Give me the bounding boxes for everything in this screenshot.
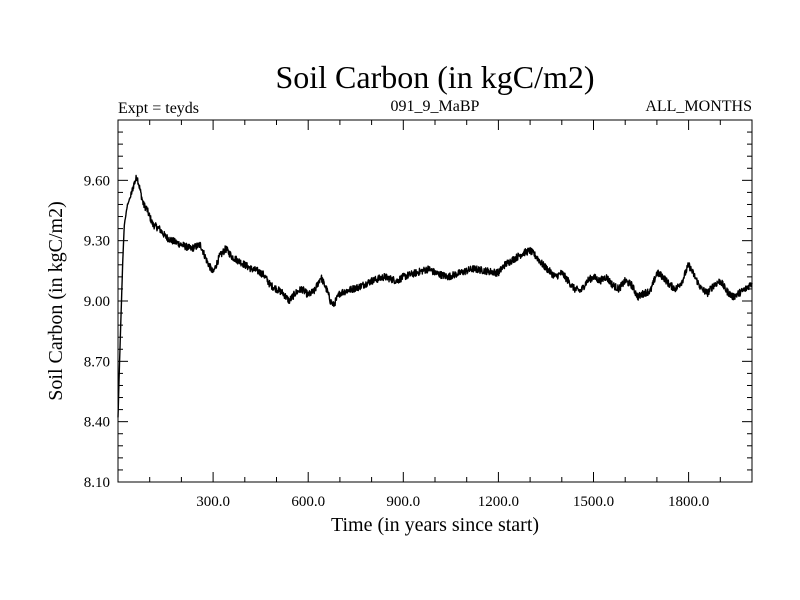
y-tick-label: 8.10 [84,475,110,491]
x-tick-label: 600.0 [291,494,325,510]
chart-title: Soil Carbon (in kgC/m2) [275,59,594,95]
y-tick-label: 9.00 [84,294,110,310]
series-layer [117,174,753,418]
experiment-label: Expt = teyds [118,100,199,117]
x-tick-label: 300.0 [196,494,230,510]
series-line-soil-carbon [117,174,753,418]
y-tick-label: 9.60 [84,173,110,189]
y-axis-ticks: 8.10 8.40 8.70 9.00 9.30 9.60 [84,131,752,491]
y-tick-label: 8.40 [84,415,110,431]
y-tick-label: 8.70 [84,354,110,370]
y-axis-label: Soil Carbon (in kgC/m2) [45,201,67,400]
x-tick-label: 1800.0 [668,494,709,510]
x-tick-label: 1500.0 [573,494,614,510]
x-tick-label: 1200.0 [478,494,519,510]
x-axis-label: Time (in years since start) [331,514,539,536]
y-tick-label: 9.30 [84,234,110,250]
plot-frame [117,119,753,483]
x-axis-ticks: 300.0 600.0 900.0 1200.0 1500.0 1800.0 [149,120,721,510]
x-tick-label: 900.0 [386,494,420,510]
period-label: 091_9_MaBP [391,98,480,115]
months-label: ALL_MONTHS [645,98,752,115]
